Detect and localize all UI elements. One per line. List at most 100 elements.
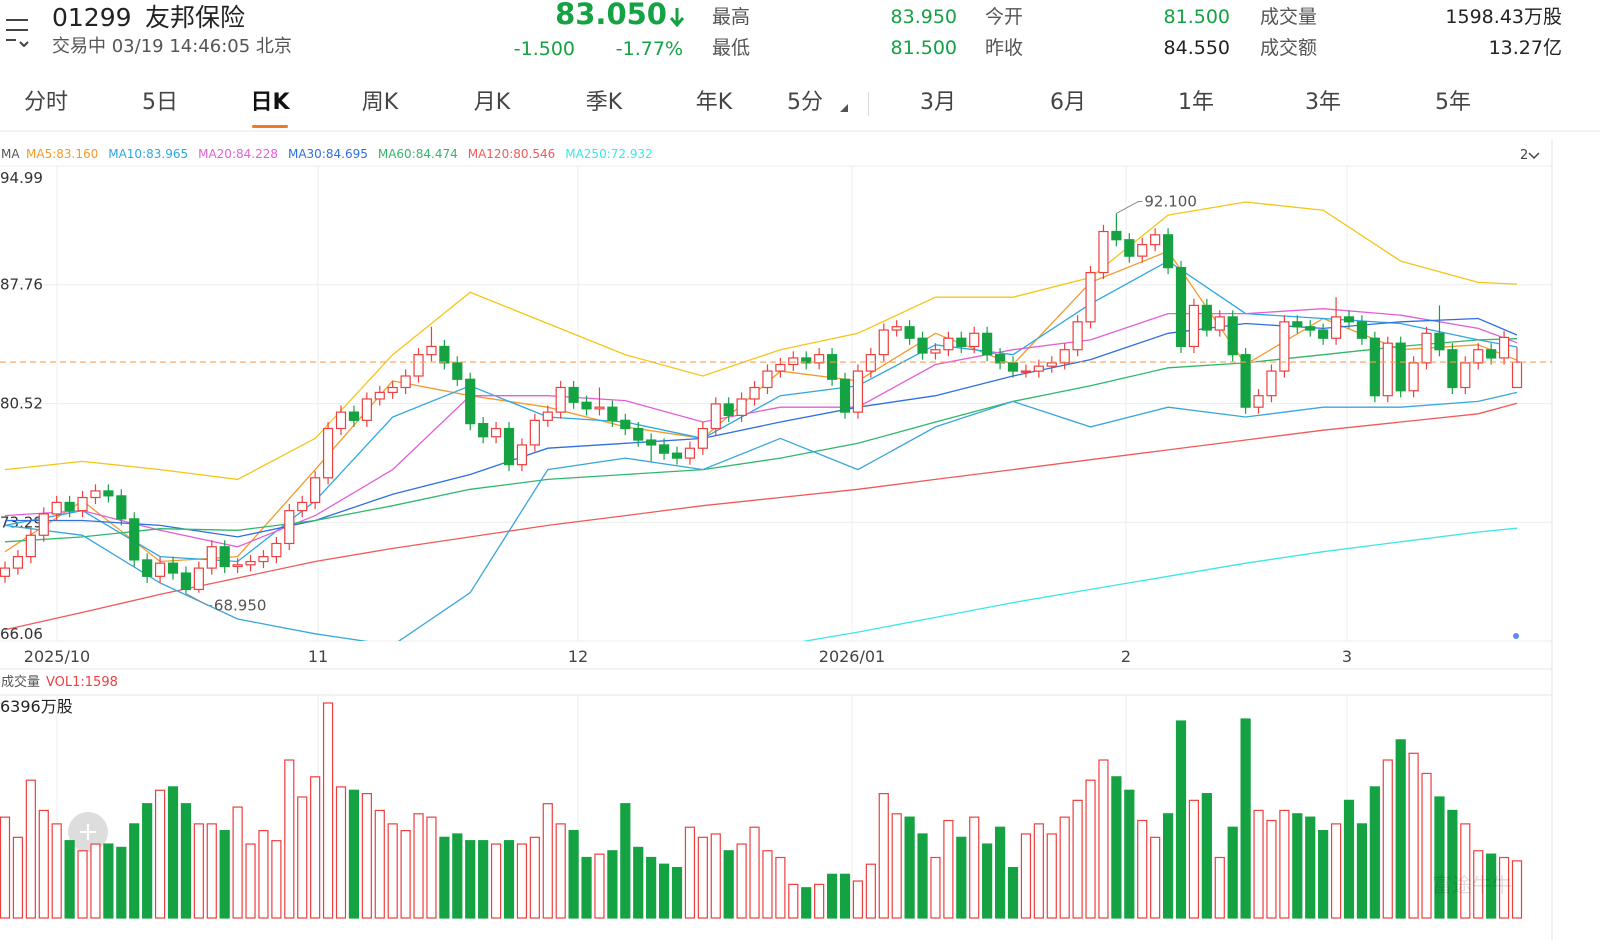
period-tab[interactable]: 分时	[23, 90, 68, 115]
candle-body	[1111, 230, 1122, 241]
candle-body	[297, 501, 308, 512]
candle-body	[1046, 362, 1057, 367]
candle-body	[1098, 230, 1109, 274]
range-tab[interactable]: 1年	[1178, 90, 1214, 115]
volume-bar	[1498, 856, 1510, 919]
candle-body	[116, 495, 127, 520]
candle-body	[1498, 336, 1510, 359]
volume-bar	[801, 887, 812, 919]
down-arrow	[669, 8, 685, 28]
candle-body	[1318, 329, 1329, 339]
candle-body	[271, 542, 282, 558]
candle-body	[1188, 304, 1200, 348]
candle-body	[930, 349, 941, 354]
candle-body	[994, 354, 1006, 364]
candle-body	[826, 354, 838, 380]
volume-bar	[1486, 853, 1497, 919]
candle-body	[801, 357, 812, 364]
candle-body	[387, 386, 398, 394]
candle-body	[1408, 362, 1419, 392]
candle-body	[878, 329, 889, 356]
candle-body	[142, 559, 153, 577]
candle-body	[736, 398, 747, 417]
candle-body	[1473, 349, 1484, 364]
stat-label: 今开	[985, 6, 1024, 28]
volume-bar	[426, 816, 437, 919]
candle-body	[723, 403, 734, 417]
candle-body	[64, 501, 75, 512]
candle-body	[103, 490, 114, 497]
candle-body	[219, 546, 230, 568]
volume-bar	[1305, 816, 1316, 919]
range-tab[interactable]: 6月	[1050, 90, 1086, 115]
volume-tick-label: 6396万股	[0, 697, 73, 716]
menu-icon[interactable]	[0, 0, 40, 60]
stat-label: 最高	[712, 6, 751, 28]
y-tick-label: 80.52	[0, 395, 43, 413]
period-tab[interactable]: 5日	[142, 90, 178, 115]
volume-bar	[478, 840, 489, 919]
zoom-level: 2	[1520, 148, 1528, 163]
price-change: -1.500	[513, 38, 575, 60]
range-tab[interactable]: 5年	[1435, 90, 1471, 115]
volume-bar	[503, 840, 515, 919]
annotation-label: 68.950	[214, 597, 267, 615]
candle-body	[1395, 342, 1406, 392]
last-price: 83.050	[555, 0, 667, 31]
volume-bar	[1150, 836, 1161, 919]
ma-line	[801, 527, 1518, 641]
volume-bar	[1356, 823, 1368, 919]
volume-bar	[490, 843, 502, 919]
candle-body	[529, 419, 540, 446]
volume-bar	[762, 850, 773, 919]
candle-body	[568, 386, 579, 403]
ma-legend: MA5:83.160	[26, 147, 98, 161]
candle-body	[400, 375, 411, 389]
candle-body	[969, 332, 980, 348]
x-tick-label: 3	[1342, 647, 1352, 666]
volume-bar	[1253, 809, 1264, 919]
volume-bar	[1318, 830, 1329, 919]
period-tab[interactable]: 日K	[250, 90, 290, 115]
range-tab[interactable]: 3月	[920, 90, 956, 115]
volume-bar	[1175, 720, 1187, 919]
candle-body	[1033, 365, 1044, 372]
candle-body	[1240, 354, 1251, 408]
volume-bar	[852, 880, 864, 919]
period-tab[interactable]: 周K	[361, 90, 399, 115]
candle-body	[904, 326, 915, 339]
volume-bar	[1046, 833, 1057, 919]
volume-bar	[1266, 819, 1277, 919]
period-tab[interactable]: 年K	[695, 90, 733, 115]
candle-body	[503, 427, 515, 466]
candle-body	[0, 567, 11, 577]
volume-bar	[1395, 739, 1406, 919]
volume-bar	[219, 830, 230, 919]
period-tab[interactable]: 季K	[585, 90, 623, 115]
candle-body	[1150, 234, 1161, 246]
ma-legend: MA30:84.695	[288, 147, 368, 161]
candle-body	[1124, 239, 1135, 257]
range-tab[interactable]: 3年	[1305, 90, 1341, 115]
candle-body	[284, 510, 295, 545]
overlay-lines	[4, 201, 1518, 641]
volume-bar	[1188, 799, 1200, 919]
candle-body	[814, 354, 825, 364]
volume-bar	[1240, 718, 1251, 919]
candle-body	[1279, 321, 1290, 372]
volume-bar	[671, 866, 683, 919]
candle-body	[167, 562, 179, 574]
candle-body	[478, 423, 489, 438]
candle-body	[956, 337, 967, 348]
period-tab[interactable]: 月K	[473, 90, 511, 115]
volume-bar	[12, 836, 24, 919]
period-tab[interactable]: 5分	[787, 90, 823, 115]
candle-body	[439, 345, 450, 364]
candle-body	[710, 403, 721, 430]
candle-body	[490, 427, 502, 438]
volume-bar	[1162, 813, 1174, 919]
ma-line	[4, 308, 1518, 548]
candle-body	[154, 562, 166, 577]
